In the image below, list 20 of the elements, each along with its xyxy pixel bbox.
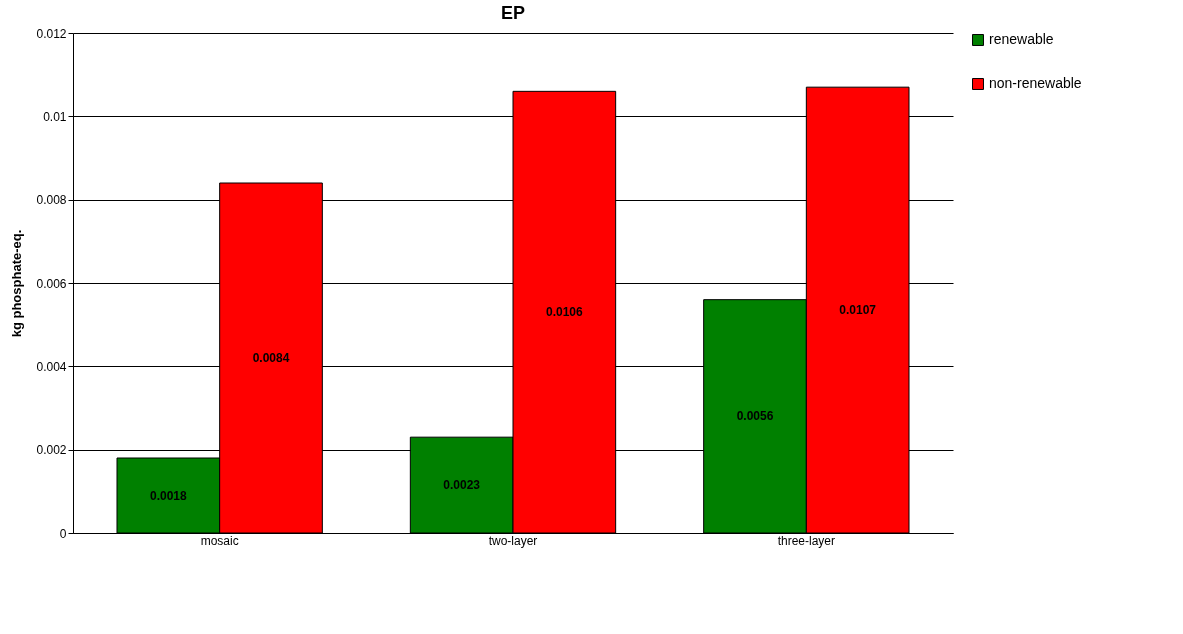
data-label: 0.0106 — [545, 305, 584, 320]
y-tick-label: 0.002 — [36, 443, 67, 458]
y-tick-label: 0.004 — [36, 359, 67, 374]
y-axis-title: kg phosphate-eq. — [9, 229, 25, 338]
data-label: 0.0056 — [736, 409, 774, 424]
x-tick-label: two-layer — [488, 533, 538, 548]
y-tick-label: 0.012 — [36, 26, 67, 41]
x-tick-label: three-layer — [777, 533, 836, 548]
legend-label: renewable — [989, 31, 1054, 47]
x-tick-label: mosaic — [200, 533, 239, 548]
y-tick-label: 0.006 — [36, 276, 67, 291]
legend-label: non-renewable — [989, 75, 1082, 91]
y-tick-label: 0.008 — [36, 193, 67, 208]
data-label: 0.0023 — [443, 478, 481, 493]
y-tick-label: 0 — [59, 526, 67, 541]
chart-title: EP — [500, 3, 526, 23]
data-label: 0.0018 — [149, 488, 188, 503]
data-label: 0.0084 — [252, 351, 290, 365]
data-label: 0.0107 — [839, 303, 877, 318]
y-tick-label: 0.01 — [43, 109, 67, 124]
